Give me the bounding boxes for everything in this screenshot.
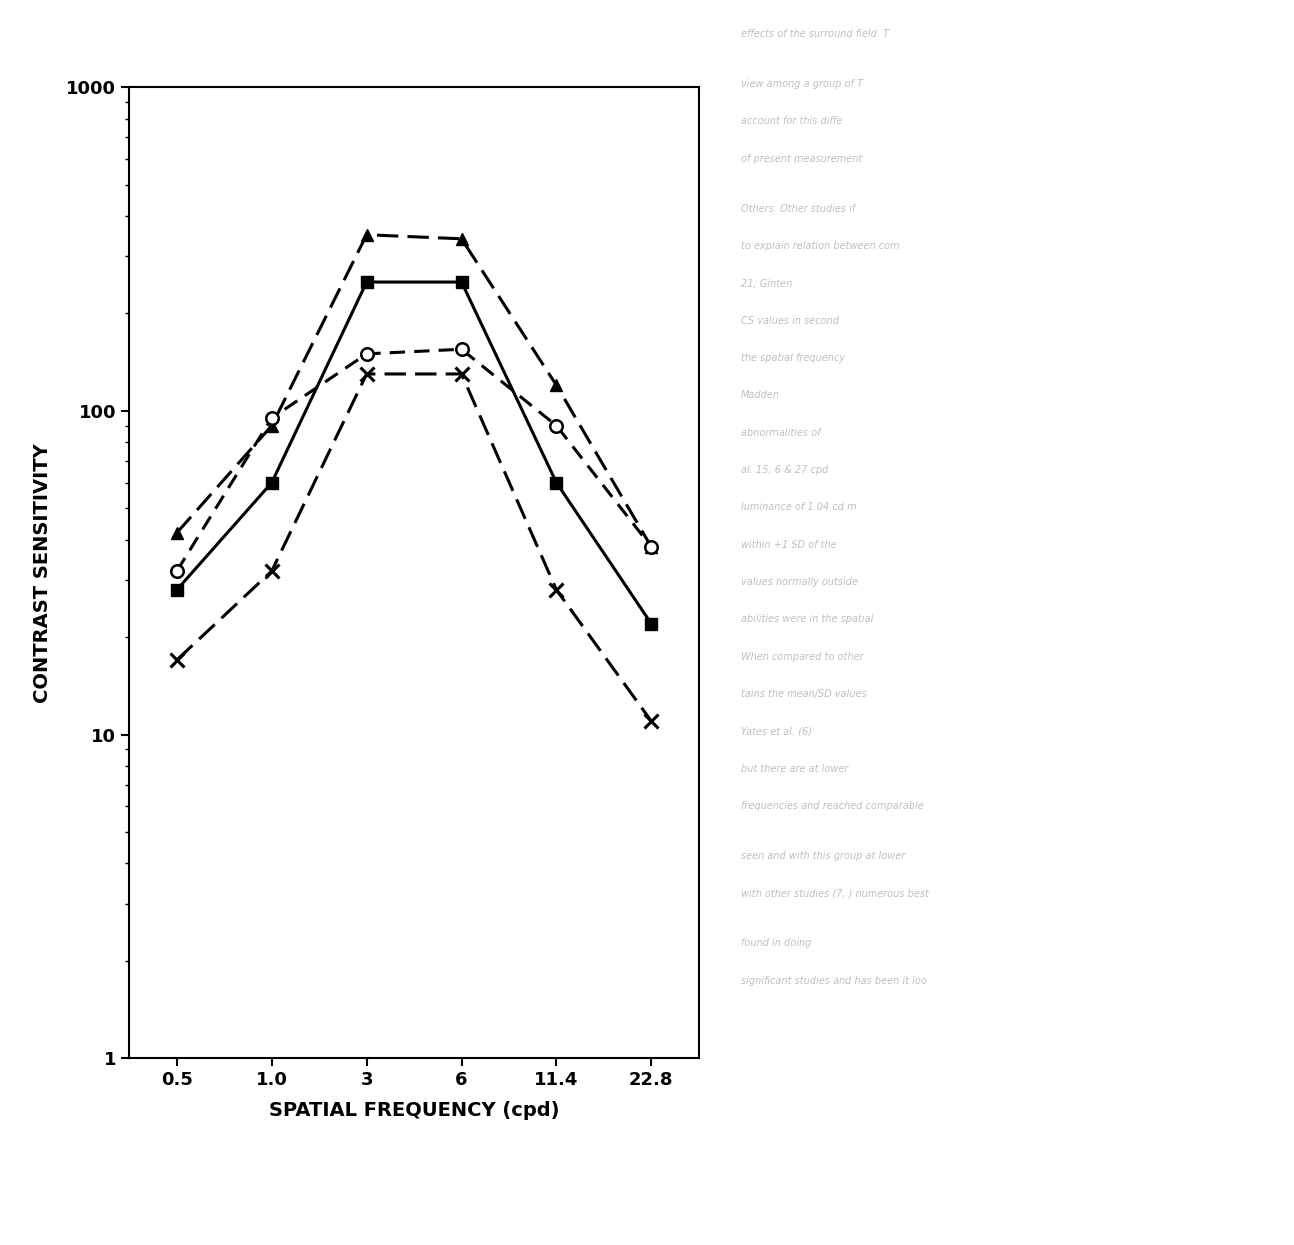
+1SD	[454, 232, 470, 247]
!SD	[549, 583, 564, 598]
Line: +1SD: +1SD	[171, 229, 657, 553]
Text: al. 15, 6 & 27 cpd: al. 15, 6 & 27 cpd	[740, 466, 828, 476]
Y-axis label: CONTRAST SENSITIVITY: CONTRAST SENSITIVITY	[34, 443, 52, 702]
!SD	[264, 564, 280, 579]
Text: Others. Other studies if: Others. Other studies if	[740, 204, 855, 214]
X-axis label: SPATIAL FREQUENCY (cpd): SPATIAL FREQUENCY (cpd)	[269, 1101, 559, 1119]
Mean	[170, 583, 185, 598]
Text: with other studies (7, ) numerous best: with other studies (7, ) numerous best	[740, 889, 929, 899]
Line: Mean: Mean	[171, 276, 657, 629]
Text: tains the mean/SD values: tains the mean/SD values	[740, 690, 867, 700]
Text: found in doing: found in doing	[740, 939, 811, 949]
+1SD	[549, 377, 564, 392]
Mean	[549, 476, 564, 491]
!SD	[358, 366, 374, 381]
Mean	[643, 616, 659, 631]
Text: 21; Ginten: 21; Ginten	[740, 279, 792, 289]
Text: the spatial frequency: the spatial frequency	[740, 354, 845, 364]
Text: significant studies and has been it loo: significant studies and has been it loo	[740, 976, 927, 986]
+1SD	[643, 539, 659, 554]
+1SD	[170, 525, 185, 540]
Text: abnormalities of: abnormalities of	[740, 428, 820, 438]
Text: view among a group of T: view among a group of T	[740, 80, 863, 90]
Text: seen and with this group at lower: seen and with this group at lower	[740, 852, 905, 862]
Line: !SD: !SD	[170, 367, 659, 728]
Text: account for this diffe: account for this diffe	[740, 117, 842, 127]
Text: Yates et al. (6): Yates et al. (6)	[740, 727, 811, 737]
Text: within +1 SD of the: within +1 SD of the	[740, 540, 836, 550]
Text: Madden: Madden	[740, 391, 780, 401]
Text: effects of the surround field. T: effects of the surround field. T	[740, 30, 889, 40]
Text: abilities were in the spatial: abilities were in the spatial	[740, 615, 873, 625]
+1SD	[358, 228, 374, 243]
!SD	[170, 652, 185, 667]
Mean	[264, 476, 280, 491]
Text: When compared to other: When compared to other	[740, 652, 863, 662]
Mean	[454, 275, 470, 290]
Text: values normally outside: values normally outside	[740, 578, 858, 588]
Text: of present measurement: of present measurement	[740, 154, 862, 164]
Text: luminance of 1.04 cd m: luminance of 1.04 cd m	[740, 503, 857, 513]
+1SD	[264, 418, 280, 433]
!SD	[643, 713, 659, 728]
!SD	[454, 366, 470, 381]
Mean	[358, 275, 374, 290]
Text: but there are at lower: but there are at lower	[740, 764, 848, 774]
Text: CS values in second: CS values in second	[740, 316, 839, 326]
Text: frequencies and reached comparable: frequencies and reached comparable	[740, 802, 924, 812]
Text: to explain relation between com: to explain relation between com	[740, 242, 899, 251]
